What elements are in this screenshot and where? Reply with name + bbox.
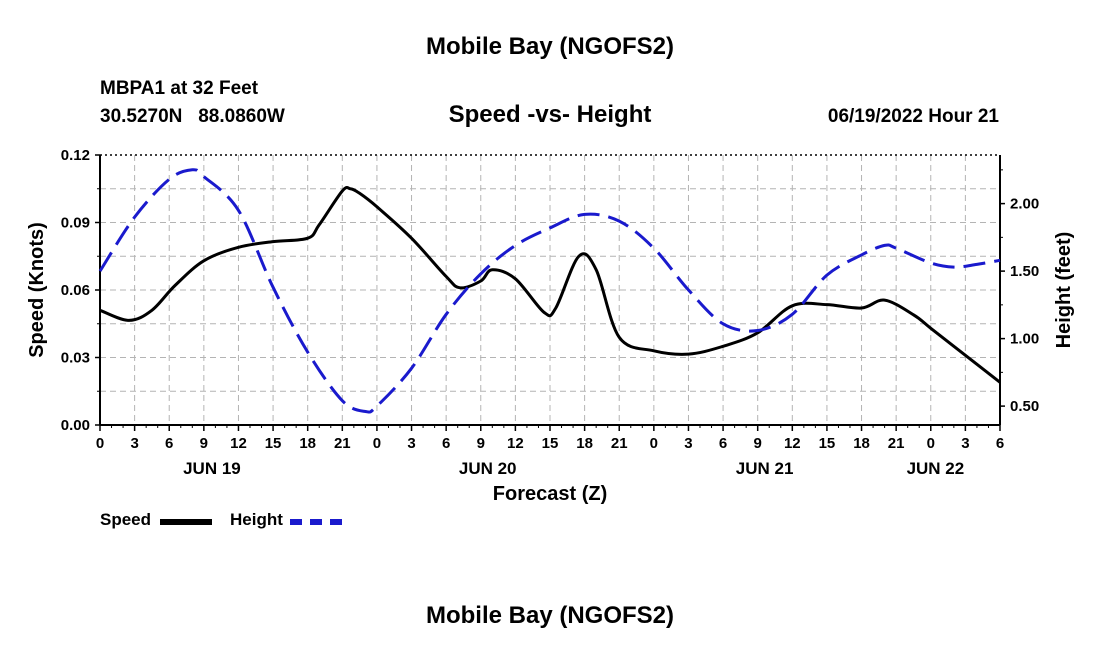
x-tick-label: 6 xyxy=(719,435,727,452)
y-right-tick-label: 1.00 xyxy=(1010,331,1039,348)
forecast-datetime: 06/19/2022 Hour 21 xyxy=(827,106,999,127)
x-tick-label: 18 xyxy=(576,435,593,452)
x-axis-label: Forecast (Z) xyxy=(493,483,607,505)
legend-speed-label: Speed xyxy=(100,510,152,529)
x-date-label: JUN 21 xyxy=(736,459,794,478)
x-tick-label: 21 xyxy=(888,435,905,452)
x-tick-label: 12 xyxy=(507,435,524,452)
y-axis-left-label: Speed (Knots) xyxy=(26,222,48,358)
legend-speed-swatch xyxy=(160,519,212,525)
y-left-tick-label: 0.09 xyxy=(61,215,90,232)
x-date-label: JUN 20 xyxy=(459,459,517,478)
x-tick-label: 15 xyxy=(819,435,836,452)
x-tick-label: 9 xyxy=(754,435,762,452)
x-tick-label: 6 xyxy=(165,435,173,452)
x-tick-label: 15 xyxy=(265,435,282,452)
x-tick-label: 6 xyxy=(442,435,450,452)
station-coords: 30.5270N 88.0860W xyxy=(100,106,285,127)
speed-series-line xyxy=(99,186,1001,384)
x-tick-label: 12 xyxy=(784,435,801,452)
y-right-tick-label: 0.50 xyxy=(1010,398,1039,415)
x-tick-label: 0 xyxy=(96,435,104,452)
x-tick-label: 18 xyxy=(299,435,316,452)
y-left-tick-label: 0.03 xyxy=(61,350,90,367)
footer-title: Mobile Bay (NGOFS2) xyxy=(425,602,675,629)
page-title: Mobile Bay (NGOFS2) xyxy=(425,33,675,60)
x-tick-label: 21 xyxy=(334,435,351,452)
x-tick-label: 9 xyxy=(200,435,208,452)
x-tick-label: 9 xyxy=(477,435,485,452)
x-tick-label: 0 xyxy=(927,435,935,452)
x-tick-label: 12 xyxy=(230,435,247,452)
x-tick-label: 0 xyxy=(650,435,658,452)
x-date-label: JUN 19 xyxy=(183,459,241,478)
legend-height-swatch xyxy=(290,519,342,525)
y-left-tick-label: 0.06 xyxy=(61,282,90,299)
x-tick-label: 0 xyxy=(373,435,381,452)
chart-subtitle: Speed -vs- Height xyxy=(448,101,652,128)
x-tick-label: 21 xyxy=(611,435,628,452)
x-tick-label: 18 xyxy=(853,435,870,452)
x-date-label: JUN 22 xyxy=(907,459,965,478)
x-tick-label: 15 xyxy=(542,435,559,452)
y-right-tick-label: 2.00 xyxy=(1010,196,1039,213)
y-left-tick-label: 0.00 xyxy=(61,417,90,434)
x-tick-label: 3 xyxy=(130,435,138,452)
y-axis-right-label: Height (feet) xyxy=(1053,232,1075,349)
legend-height-label: Height xyxy=(230,510,283,529)
y-left-tick-label: 0.12 xyxy=(61,147,90,164)
x-tick-label: 3 xyxy=(961,435,969,452)
height-series-line xyxy=(98,168,1001,414)
x-tick-label: 3 xyxy=(407,435,415,452)
x-tick-label: 6 xyxy=(996,435,1004,452)
y-right-tick-label: 1.50 xyxy=(1010,263,1039,280)
station-label: MBPA1 at 32 Feet xyxy=(100,78,259,99)
x-tick-label: 3 xyxy=(684,435,692,452)
